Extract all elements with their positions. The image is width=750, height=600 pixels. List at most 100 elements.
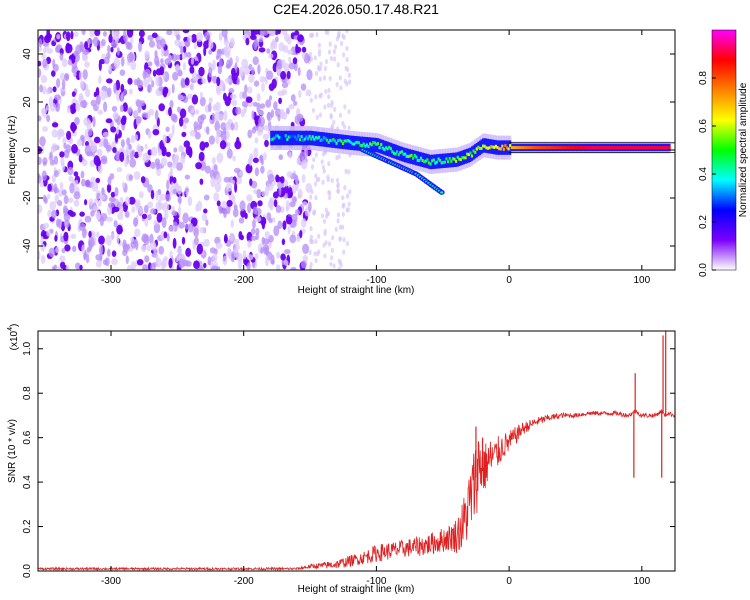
noise-speck	[133, 217, 139, 227]
noise-speck	[208, 40, 214, 50]
noise-speck	[166, 233, 170, 242]
noise-speck	[63, 142, 67, 149]
noise-speck	[347, 125, 351, 131]
noise-speck	[51, 143, 58, 152]
noise-speck	[122, 102, 128, 112]
noise-speck	[205, 219, 209, 226]
ridge-core	[483, 144, 486, 148]
noise-speck	[155, 75, 160, 87]
noise-speck	[182, 62, 186, 71]
noise-speck	[216, 266, 221, 270]
noise-speck	[342, 34, 346, 41]
noise-speck	[47, 183, 52, 192]
noise-speck	[109, 173, 115, 180]
ridge-core	[410, 153, 413, 157]
noise-speck	[167, 225, 175, 233]
noise-speck	[51, 129, 58, 138]
ridge-core	[281, 136, 284, 140]
noise-speck	[344, 168, 348, 174]
noise-speck	[120, 56, 125, 67]
ridge-core	[316, 136, 319, 140]
noise-speck	[60, 261, 66, 269]
ridge-core	[490, 145, 493, 149]
noise-speck	[72, 124, 76, 134]
noise-speck	[284, 33, 290, 42]
ridge-core	[419, 156, 423, 160]
spectrogram-y-label: Frequency (Hz)	[7, 116, 18, 185]
ridge-core	[646, 146, 649, 150]
noise-speck	[234, 182, 238, 193]
noise-speck	[345, 193, 350, 199]
noise-speck	[177, 106, 181, 113]
noise-speck	[130, 37, 134, 44]
noise-speck	[226, 59, 231, 69]
noise-speck	[59, 72, 66, 81]
noise-speck	[90, 99, 97, 107]
ridge-core	[345, 139, 348, 143]
noise-speck	[290, 94, 296, 102]
ridge-core	[380, 143, 383, 147]
noise-speck	[126, 137, 131, 146]
noise-speck	[94, 30, 101, 37]
noise-speck	[221, 48, 225, 55]
noise-speck	[336, 188, 340, 194]
noise-speck	[252, 30, 259, 35]
noise-speck	[278, 97, 282, 105]
noise-speck	[92, 116, 96, 128]
noise-speck	[263, 125, 270, 131]
ridge-core	[547, 146, 550, 150]
noise-speck	[119, 204, 124, 214]
ridge-core	[322, 136, 325, 140]
noise-speck	[71, 91, 76, 97]
noise-speck	[182, 95, 189, 103]
noise-speck	[85, 254, 90, 264]
noise-speck	[41, 53, 46, 60]
noise-speck	[268, 53, 274, 59]
snr-x-tick-label: 0	[506, 576, 512, 587]
noise-speck	[258, 47, 266, 53]
ridge-core	[294, 135, 297, 139]
noise-speck	[247, 202, 252, 214]
noise-speck	[178, 206, 182, 217]
ridge-core	[341, 142, 345, 145]
noise-speck	[81, 178, 86, 187]
noise-speck	[59, 255, 66, 263]
ridge-core	[598, 146, 601, 150]
noise-speck	[314, 258, 318, 264]
ridge-core	[311, 135, 314, 139]
ridge-core	[402, 152, 405, 156]
noise-speck	[174, 64, 181, 71]
ridge-body	[455, 152, 458, 167]
ridge-body	[434, 154, 437, 169]
noise-speck	[314, 94, 318, 100]
noise-speck	[189, 66, 195, 74]
noise-speck	[241, 100, 249, 108]
ridge-core	[424, 159, 427, 163]
noise-speck	[178, 258, 185, 269]
noise-speck	[294, 30, 300, 36]
noise-speck	[199, 141, 206, 151]
noise-speck	[55, 45, 61, 54]
noise-speck	[267, 111, 271, 121]
noise-speck	[327, 87, 331, 93]
ridge-core	[619, 146, 622, 150]
noise-speck	[309, 265, 313, 270]
ridge-core	[504, 144, 507, 148]
ridge-core	[615, 146, 618, 150]
noise-speck	[224, 77, 231, 84]
noise-speck	[310, 164, 315, 170]
ridge-core	[591, 146, 595, 150]
noise-speck	[281, 59, 286, 69]
noise-speck	[89, 30, 95, 38]
ridge-body	[290, 130, 294, 146]
ridge-core	[539, 146, 542, 150]
ridge-core	[525, 146, 528, 150]
ridge-core	[542, 146, 545, 150]
noise-speck	[333, 44, 338, 50]
noise-speck	[232, 155, 237, 162]
colorbar-ticks: 0.0 0.2 0.4 0.6 0.8	[698, 71, 716, 277]
noise-speck	[308, 51, 313, 58]
ridge-core	[518, 146, 521, 150]
ridge-core	[276, 134, 279, 138]
noise-speck	[290, 266, 297, 270]
